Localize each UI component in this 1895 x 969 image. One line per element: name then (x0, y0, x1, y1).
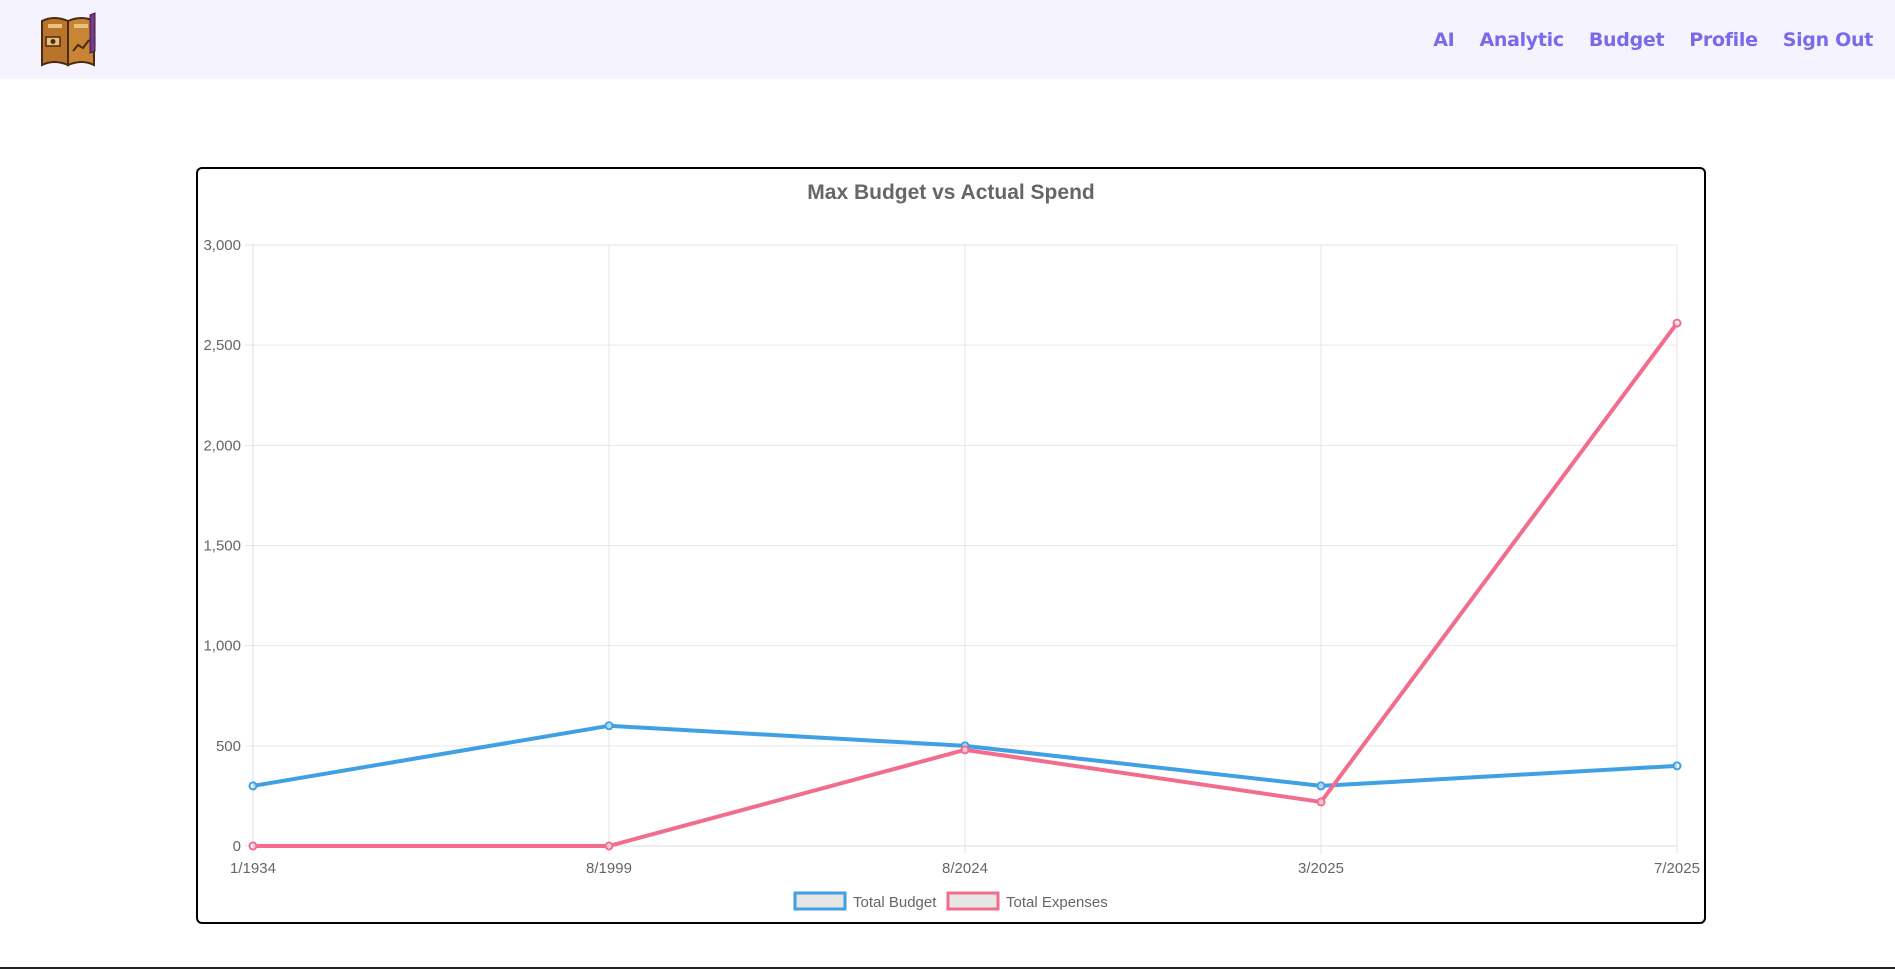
budget-book-icon[interactable] (38, 11, 98, 69)
y-tick-label: 3,000 (203, 237, 241, 254)
nav-links: AI Analytic Budget Profile Sign Out (1408, 29, 1873, 51)
x-tick-label: 8/2024 (942, 860, 988, 877)
nav-link-sign-out[interactable]: Sign Out (1782, 28, 1874, 51)
data-point (1316, 781, 1326, 791)
y-tick-label: 1,500 (203, 538, 241, 555)
chart-title: Max Budget vs Actual Spend (807, 181, 1094, 204)
chart-card: Max Budget vs Actual Spend 0 500 1,000 1,500… (196, 167, 1706, 924)
data-point (1316, 797, 1326, 807)
x-tick-label: 7/2025 (1654, 860, 1700, 877)
nav-link-profile[interactable]: Profile (1689, 28, 1758, 51)
nav-link-budget[interactable]: Budget (1588, 28, 1665, 51)
data-point (960, 745, 970, 755)
data-point (1672, 761, 1682, 771)
line-chart: Max Budget vs Actual Spend 0 500 1,000 1,500… (203, 181, 1700, 911)
data-point (248, 841, 258, 851)
nav-link-ai[interactable]: AI (1433, 28, 1455, 51)
x-tick-label: 3/2025 (1298, 860, 1344, 877)
x-tick-label: 8/1999 (586, 860, 632, 877)
page-bottom-border (0, 967, 1895, 969)
y-tick-label: 2,000 (203, 437, 241, 454)
legend-label-total-expenses: Total Expenses (1006, 894, 1108, 911)
data-point (1672, 318, 1682, 328)
data-point (604, 841, 614, 851)
legend-label-total-budget: Total Budget (853, 894, 937, 911)
navbar: AI Analytic Budget Profile Sign Out (0, 0, 1895, 79)
y-tick-label: 0 (233, 838, 241, 855)
y-tick-label: 2,500 (203, 337, 241, 354)
legend-swatch-total-budget (793, 891, 847, 911)
y-tick-label: 1,000 (203, 638, 241, 655)
nav-link-analytic[interactable]: Analytic (1479, 28, 1564, 51)
x-tick-label: 1/1934 (230, 860, 276, 877)
legend-swatch-total-expenses (946, 891, 1000, 911)
data-point (604, 721, 614, 731)
y-tick-label: 500 (216, 738, 241, 755)
data-point (248, 781, 258, 791)
